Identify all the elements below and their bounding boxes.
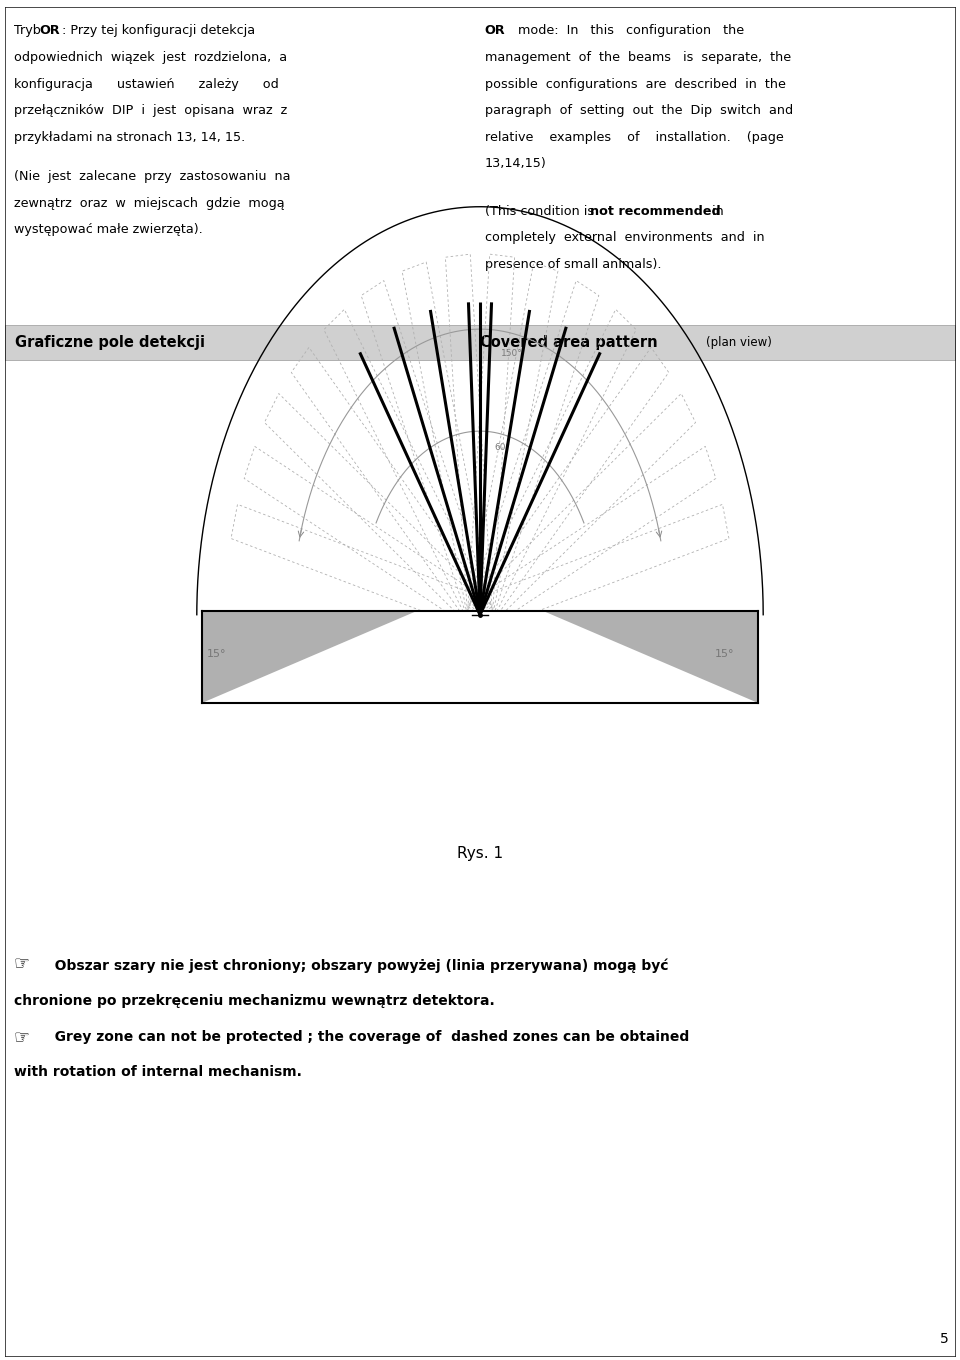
Text: występować małe zwierzęta).: występować małe zwierzęta). — [14, 223, 204, 237]
Text: completely  external  environments  and  in: completely external environments and in — [485, 231, 764, 245]
Text: przykładami na stronach 13, 14, 15.: przykładami na stronach 13, 14, 15. — [14, 131, 246, 144]
Polygon shape — [202, 611, 418, 703]
Text: relative    examples    of    installation.    (page: relative examples of installation. (page — [485, 131, 783, 144]
Text: management  of  the  beams   is  separate,  the: management of the beams is separate, the — [485, 50, 791, 64]
Text: not recommended: not recommended — [590, 205, 721, 218]
Text: : Przy tej konfiguracji detekcja: : Przy tej konfiguracji detekcja — [62, 24, 255, 38]
Text: 5: 5 — [940, 1333, 948, 1346]
Text: Rys. 1: Rys. 1 — [457, 846, 503, 861]
Text: Grey zone can not be protected ; the coverage of  dashed zones can be obtained: Grey zone can not be protected ; the cov… — [40, 1030, 689, 1043]
Text: (plan view): (plan view) — [706, 336, 772, 348]
Text: ☞: ☞ — [13, 955, 29, 972]
Text: odpowiednich  wiązek  jest  rozdzielona,  a: odpowiednich wiązek jest rozdzielona, a — [14, 50, 288, 64]
Text: konfiguracja      ustawień      zależy      od: konfiguracja ustawień zależy od — [14, 78, 279, 91]
Text: in: in — [704, 205, 724, 218]
Text: chronione po przekręceniu mechanizmu wewnątrz detektora.: chronione po przekręceniu mechanizmu wew… — [14, 994, 495, 1008]
Text: Graficzne pole detekcji: Graficzne pole detekcji — [15, 335, 205, 350]
Text: with rotation of internal mechanism.: with rotation of internal mechanism. — [14, 1065, 302, 1078]
Text: paragraph  of  setting  out  the  Dip  switch  and: paragraph of setting out the Dip switch … — [485, 105, 793, 117]
Text: OR: OR — [485, 24, 505, 38]
Text: 13,14,15): 13,14,15) — [485, 158, 546, 170]
Bar — [5, 325, 955, 360]
Polygon shape — [542, 611, 758, 703]
Text: presence of small animals).: presence of small animals). — [485, 258, 661, 271]
Text: 150°: 150° — [501, 350, 523, 358]
Text: (This condition is: (This condition is — [485, 205, 598, 218]
Text: 15°: 15° — [715, 649, 734, 660]
Text: (Nie  jest  zalecane  przy  zastosowaniu  na: (Nie jest zalecane przy zastosowaniu na — [14, 170, 291, 184]
Text: OR: OR — [39, 24, 60, 38]
Text: Tryb: Tryb — [14, 24, 45, 38]
Polygon shape — [418, 611, 542, 703]
Text: 15°: 15° — [206, 649, 226, 660]
Text: Covered area pattern: Covered area pattern — [480, 335, 662, 350]
Text: possible  configurations  are  described  in  the: possible configurations are described in… — [485, 78, 785, 91]
Text: mode:  In   this   configuration   the: mode: In this configuration the — [510, 24, 744, 38]
Text: przełączników  DIP  i  jest  opisana  wraz  z: przełączników DIP i jest opisana wraz z — [14, 105, 288, 117]
Text: ☞: ☞ — [13, 1028, 29, 1046]
Text: Obszar szary nie jest chroniony; obszary powyżej (linia przerywana) mogą być: Obszar szary nie jest chroniony; obszary… — [40, 959, 669, 974]
Text: zewnątrz  oraz  w  miejscach  gdzie  mogą: zewnątrz oraz w miejscach gdzie mogą — [14, 197, 285, 209]
Text: 60°: 60° — [494, 443, 511, 452]
